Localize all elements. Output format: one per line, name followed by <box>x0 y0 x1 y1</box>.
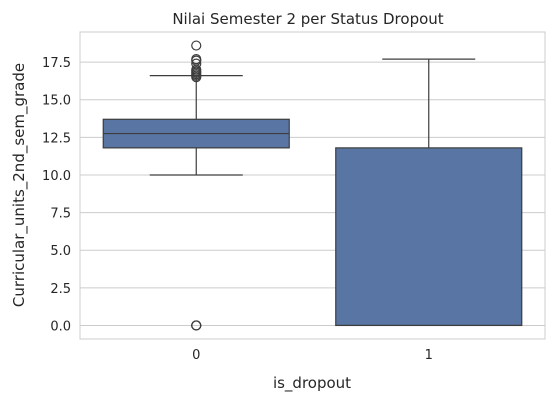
plot-frame <box>79 31 546 340</box>
outlier-point <box>191 320 202 331</box>
grid-lines <box>80 61 545 326</box>
y-tick-label: 2.5 <box>50 282 71 297</box>
outlier-point <box>191 40 202 51</box>
y-tick-label: 0.0 <box>50 319 71 334</box>
box-series <box>102 40 523 331</box>
iqr-box <box>335 147 523 327</box>
y-tick-label: 10.0 <box>42 169 71 184</box>
outlier-point <box>191 58 202 69</box>
y-tick-label: 12.5 <box>42 131 71 146</box>
y-tick-label: 17.5 <box>42 56 71 71</box>
x-tick-label: 1 <box>425 348 433 363</box>
y-tick-label: 7.5 <box>50 207 71 222</box>
chart-title: Nilai Semester 2 per Status Dropout <box>172 10 443 28</box>
y-tick-label: 5.0 <box>50 244 71 259</box>
y-tick-label: 15.0 <box>42 94 71 109</box>
x-axis-label: is_dropout <box>273 374 351 393</box>
box-group-0 <box>102 40 290 331</box>
box-group-1 <box>335 58 523 327</box>
outlier-point <box>191 53 202 65</box>
y-axis-label: Curricular_units_2nd_sem_grade <box>10 63 29 307</box>
y-axis-ticks: 0.0 2.5 5.0 7.5 10.0 12.5 15.0 17.5 <box>42 56 71 334</box>
x-tick-label: 0 <box>192 348 200 363</box>
